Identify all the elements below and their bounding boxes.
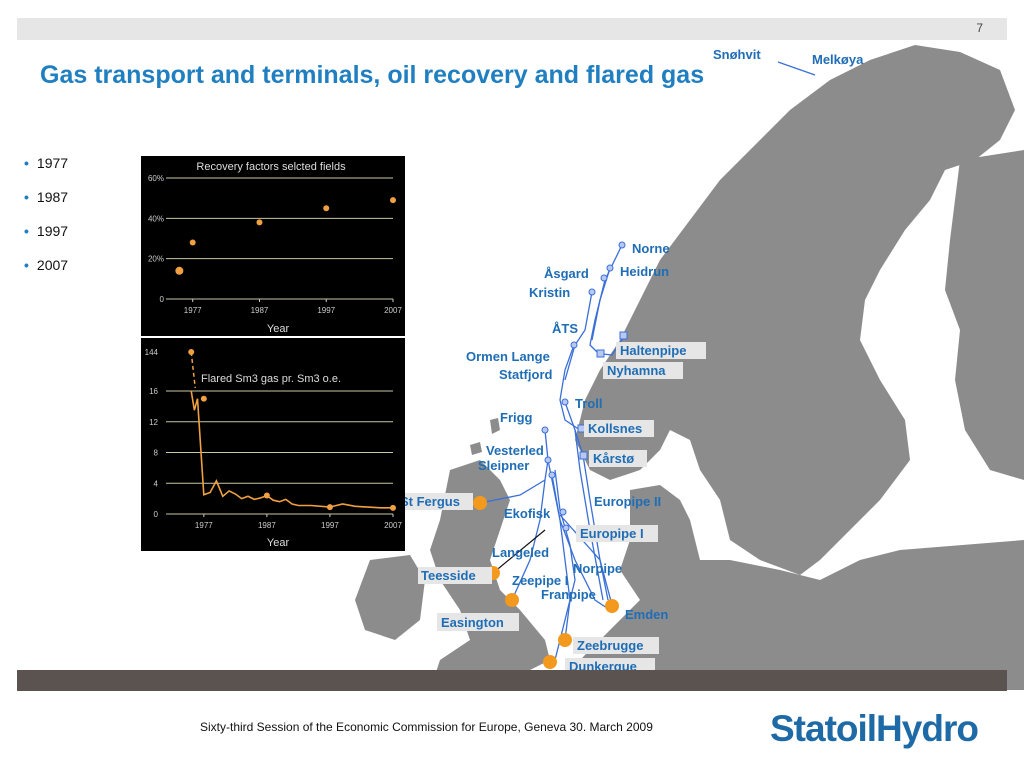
bullet-dot-icon: • (24, 257, 29, 273)
chart2-point (263, 492, 270, 499)
chart1-point (390, 197, 396, 204)
chart2-xtick: 2007 (384, 521, 402, 530)
field-markers (541, 241, 628, 532)
label-statfjord: Statfjord (499, 367, 553, 382)
chart1-point (323, 205, 330, 212)
chart2-ytick: 12 (149, 418, 158, 427)
label-teesside: Teesside (421, 568, 476, 583)
bullet-item: • 1997 (24, 223, 69, 239)
label-ats: ÅTS (552, 321, 578, 336)
bullet-item: • 2007 (24, 257, 69, 273)
label-bg-easington (437, 613, 519, 631)
chart1-xtick: 1977 (184, 306, 202, 315)
terminal-markers (473, 496, 619, 669)
chart2-xlabel: Year (267, 537, 290, 549)
recovery-factor-chart: Recovery factors selcted fields 0 20% 40% 6… (141, 156, 405, 336)
chart1-background (141, 156, 405, 336)
chart2-point (326, 504, 333, 511)
label-norne: Norne (632, 241, 670, 256)
chart1-point (256, 219, 263, 226)
label-bg-nyhamna (603, 362, 683, 379)
chart1-ytick: 40% (148, 214, 164, 223)
label-karsto: Kårstø (593, 451, 634, 466)
label-europipe-i: Europipe I (580, 526, 644, 541)
label-st-fergus: St Fergus (400, 494, 460, 509)
label-langeled: Langeled (492, 545, 549, 560)
label-bg-st-fergus (397, 493, 473, 510)
label-kollsnes: Kollsnes (588, 421, 642, 436)
label-emden: Emden (625, 607, 668, 622)
label-troll: Troll (575, 396, 602, 411)
chart1-point (175, 266, 184, 275)
label-ormen-lange: Ormen Lange (466, 349, 550, 364)
chart2-xtick: 1997 (321, 521, 339, 530)
chart1-xlabel: Year (267, 323, 290, 335)
chart2-break-line (190, 351, 196, 389)
label-asgard: Åsgard (544, 266, 589, 281)
pipeline-map: Snøhvit Melkøya Norne Heidrun Åsgard Kri… (355, 45, 1024, 690)
label-vesterled: Vesterled (486, 443, 544, 458)
chart1-xtick: 1987 (251, 306, 269, 315)
chart2-xtick: 1987 (258, 521, 276, 530)
label-zeepipe-i: Zeepipe I (512, 573, 568, 588)
chart2-ytick: 0 (154, 510, 159, 519)
chart1-xtick: 1997 (317, 306, 335, 315)
bullet-list: • 1977 • 1987 • 1997 • 2007 (24, 153, 68, 289)
footer-text: Sixty-third Session of the Economic Comm… (200, 720, 653, 734)
label-snohvit: Snøhvit (713, 47, 761, 62)
label-norpipe: Norpipe (573, 561, 622, 576)
label-ekofisk: Ekofisk (504, 506, 551, 521)
bullet-dot-icon: • (24, 189, 29, 205)
label-kristin: Kristin (529, 285, 570, 300)
chart2-point (390, 504, 396, 511)
chart1-ytick: 60% (148, 174, 164, 183)
chart1-ytick: 0 (160, 295, 165, 304)
chart1-ytick: 20% (148, 255, 164, 264)
label-frigg: Frigg (500, 410, 533, 425)
label-haltenpipe: Haltenpipe (620, 343, 686, 358)
label-bg-teesside (418, 567, 492, 584)
bullet-dot-icon: • (24, 223, 29, 239)
chart2-high-point (188, 349, 195, 355)
label-bg-haltenpipe (616, 342, 706, 359)
label-bg-europipe-i (576, 525, 658, 542)
label-sleipner: Sleipner (478, 458, 529, 473)
label-bg-zeebrugge (573, 637, 659, 654)
land (355, 45, 1024, 690)
page-number: 7 (976, 21, 983, 35)
bullet-dot-icon: • (24, 155, 29, 171)
label-bg-kollsnes (584, 420, 654, 437)
statoilhydro-logo: StatoilHydro (770, 708, 979, 749)
label-franpipe: Franpipe (541, 587, 596, 602)
chart2-title: Flared Sm3 gas pr. Sm3 o.e. (201, 373, 341, 385)
chart2-xtick: 1977 (195, 521, 213, 530)
chart2-ytick: 4 (154, 479, 159, 488)
map-labels: Snøhvit Melkøya Norne Heidrun Åsgard Kri… (397, 47, 864, 675)
label-nyhamna: Nyhamna (607, 363, 666, 378)
chart1-title: Recovery factors selcted fields (196, 161, 346, 173)
slide-title: Gas transport and terminals, oil recover… (40, 61, 705, 89)
label-europipe-ii: Europipe II (594, 494, 661, 509)
label-zeebrugge: Zeebrugge (577, 638, 643, 653)
chart2-ytick: 16 (149, 387, 158, 396)
label-bg-karsto (589, 450, 647, 467)
chart2-ytick-high: 144 (145, 348, 159, 357)
flared-gas-chart: Flared Sm3 gas pr. Sm3 o.e. 0 4 8 12 16 144 1… (141, 338, 405, 551)
label-melkoya: Melkøya (812, 52, 864, 67)
chart1-xtick: 2007 (384, 306, 402, 315)
chart2-ytick: 8 (154, 449, 159, 458)
label-heidrun: Heidrun (620, 264, 669, 279)
bullet-item: • 1977 (24, 155, 69, 171)
chart2-series-line (190, 390, 393, 509)
label-easington: Easington (441, 615, 504, 630)
langeled-line (492, 529, 546, 574)
footer-bar (17, 670, 1007, 691)
chart2-background (141, 338, 405, 551)
chart1-point (189, 239, 196, 246)
top-bar: 7 (17, 18, 1007, 40)
chart2-point (200, 395, 207, 402)
bullet-item: • 1987 (24, 189, 69, 205)
